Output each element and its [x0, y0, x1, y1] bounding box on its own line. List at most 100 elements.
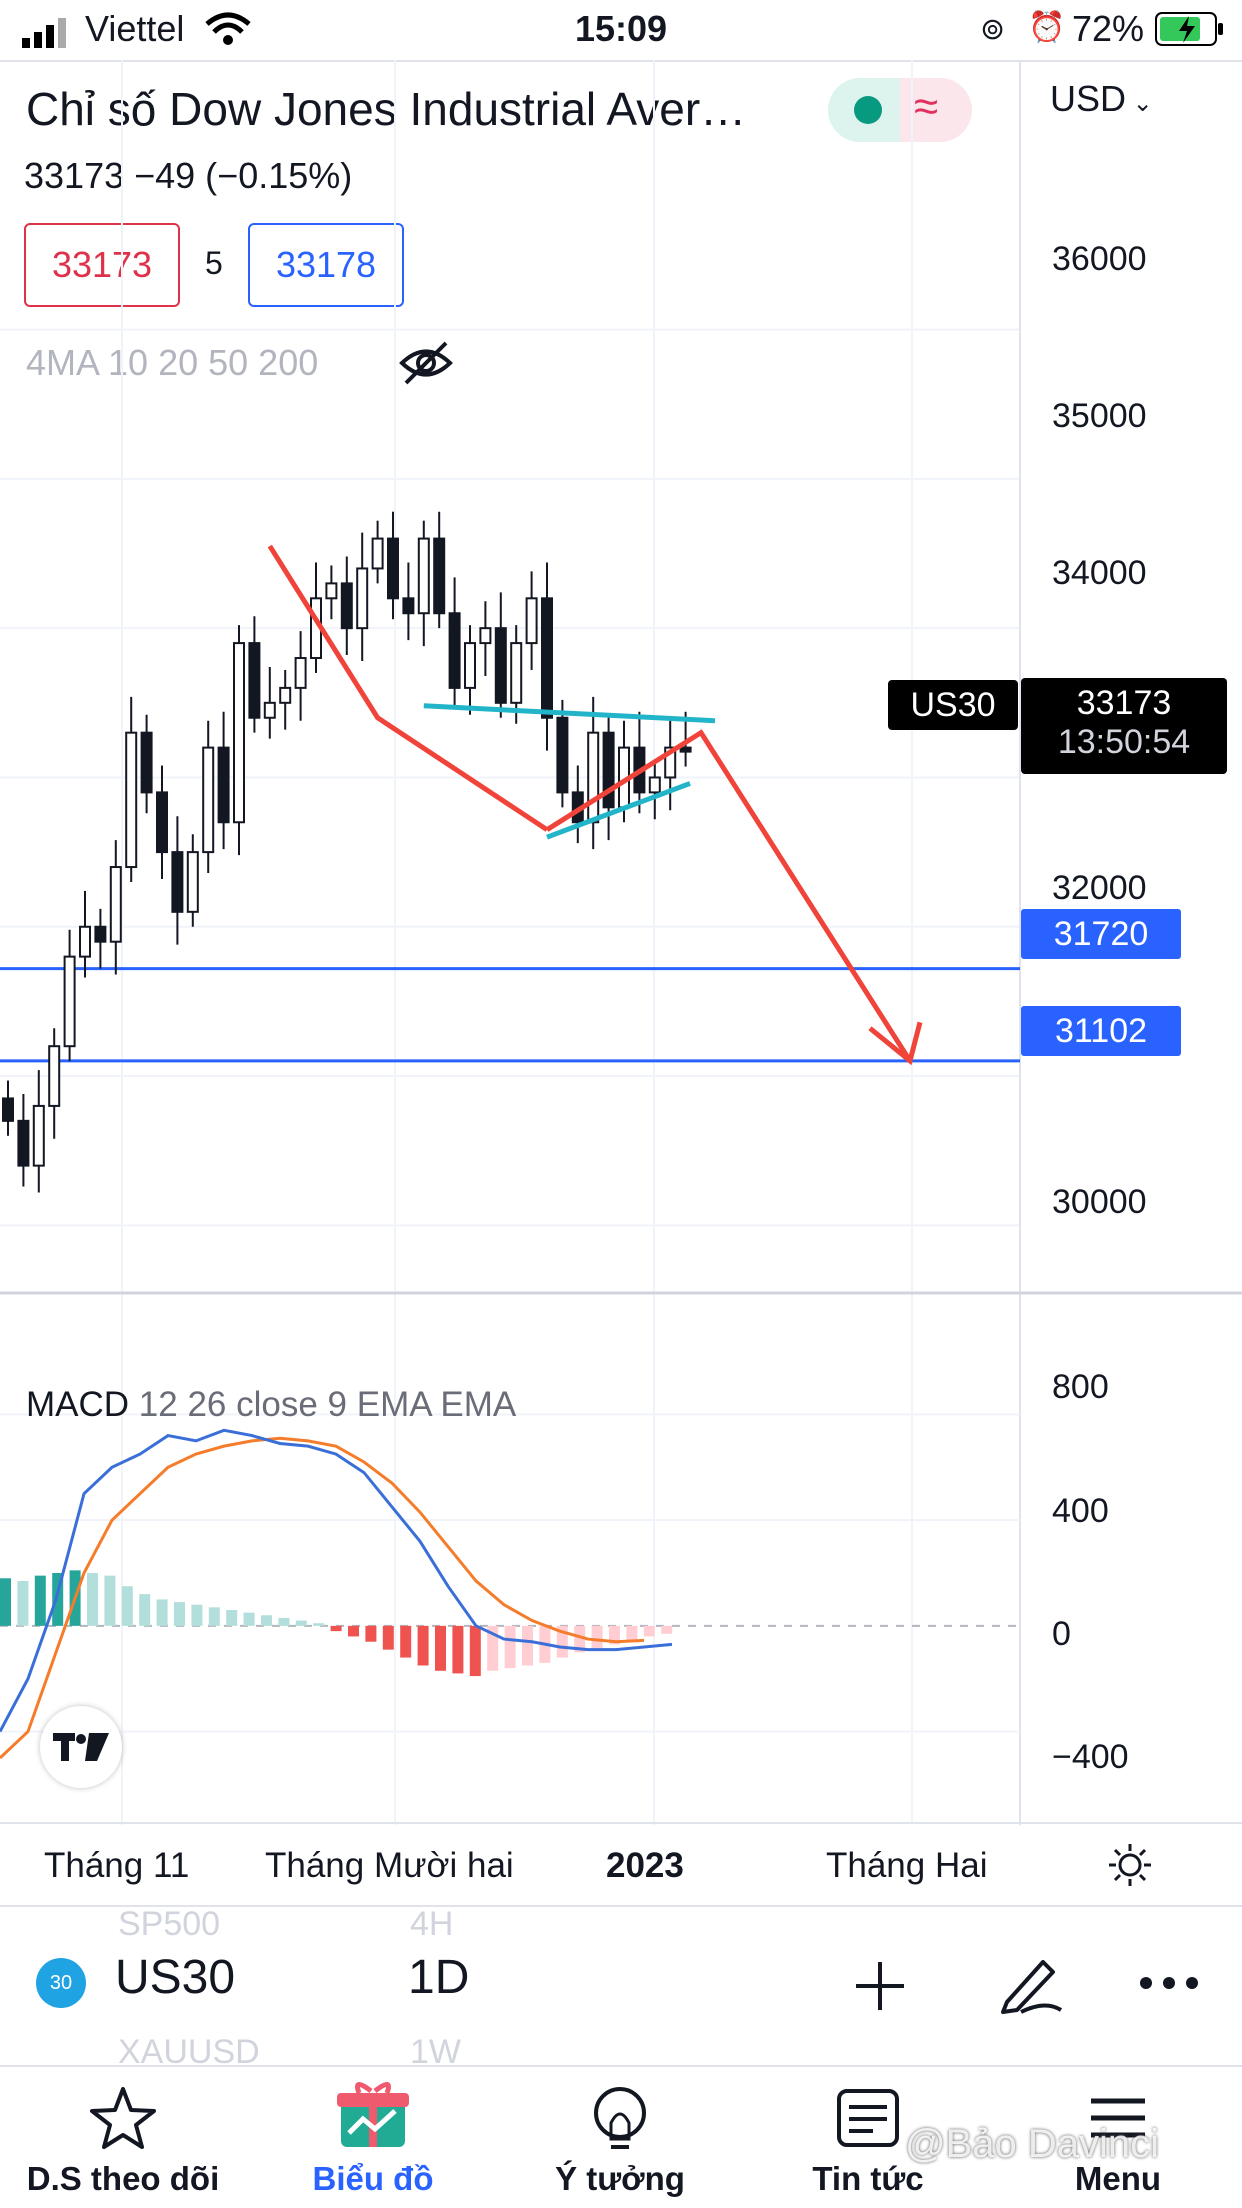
- macd-pane: [0, 1413, 1020, 1760]
- signal-icon: [22, 18, 66, 48]
- macd-histogram-bar: [139, 1594, 151, 1626]
- candlestick-series: [2, 511, 692, 1193]
- candle-body: [402, 597, 415, 615]
- prev-symbol[interactable]: SP500: [118, 1905, 221, 1943]
- nav-watchlist[interactable]: D.S theo dõi: [3, 2085, 243, 2197]
- clock: 15:09: [574, 8, 668, 49]
- battery-percent: 72%: [1072, 8, 1145, 49]
- symbol-price-tag: US30: [888, 680, 1018, 730]
- triangle-bottom-line: [546, 781, 691, 840]
- triangle-top-line: [423, 703, 716, 724]
- next-symbol[interactable]: XAUUSD: [118, 2033, 260, 2071]
- candle-body: [2, 1097, 14, 1122]
- alarm-icon: ⏰: [1028, 11, 1066, 44]
- candle-body: [664, 746, 677, 779]
- macd-histogram-bar: [174, 1602, 185, 1626]
- candle-body: [556, 716, 569, 794]
- candle-body: [186, 851, 199, 913]
- nav-news[interactable]: Tin tức: [748, 2085, 988, 2197]
- candle-body: [448, 612, 461, 689]
- price-axis-label: 32000: [1052, 869, 1147, 907]
- market-status-pill[interactable]: ≈: [828, 78, 972, 142]
- macd-histogram-bar: [208, 1607, 220, 1626]
- nav-label: D.S theo dõi: [26, 2160, 220, 2197]
- buy-button[interactable]: 33178: [248, 223, 404, 307]
- macd-histogram-bar: [504, 1625, 516, 1669]
- candle-body: [494, 627, 507, 704]
- arrow-head: [868, 1021, 923, 1066]
- symbol-title[interactable]: Chỉ số Dow Jones Industrial Aver…: [26, 83, 747, 135]
- macd-histogram-bar: [609, 1625, 620, 1645]
- symbol-badge: 30: [36, 1958, 86, 2008]
- drawing-tools-icon[interactable]: [995, 1950, 1065, 2016]
- nav-label: Ý tưởng: [555, 2160, 685, 2197]
- macd-histogram-bar: [643, 1625, 655, 1637]
- sell-button[interactable]: 33173: [24, 223, 180, 307]
- tradingview-logo[interactable]: [40, 1706, 122, 1788]
- signal-line: [0, 1436, 645, 1760]
- menu-icon: [1091, 2098, 1145, 2138]
- macd-axis-label: 0: [1052, 1615, 1071, 1653]
- candle-body: [464, 642, 476, 689]
- candle-body: [217, 746, 230, 824]
- macd-histogram-bar: [226, 1610, 238, 1626]
- candle-body: [202, 746, 215, 854]
- macd-histogram-bar: [400, 1625, 412, 1658]
- price-axis-label: 30000: [1052, 1183, 1147, 1221]
- macd-axis-label: −400: [1052, 1738, 1129, 1776]
- candle-body: [171, 851, 184, 913]
- macd-legend[interactable]: MACD 12 26 close 9 EMA EMA: [26, 1385, 516, 1425]
- tradingview-icon: [53, 1733, 109, 1761]
- currency-selector[interactable]: USD ⌄: [1050, 78, 1153, 120]
- candle-body: [587, 731, 600, 824]
- forecast-arrow: [545, 729, 913, 1063]
- level-tag[interactable]: 31720: [1021, 909, 1181, 959]
- candle-body: [125, 731, 138, 869]
- candle-body: [541, 597, 553, 719]
- macd-label: MACD: [26, 1385, 130, 1424]
- add-icon[interactable]: [852, 1958, 908, 2014]
- moving-average-legend[interactable]: 4MA 10 20 50 200: [26, 342, 319, 383]
- macd-histogram-bar: [487, 1625, 499, 1671]
- candle-body: [648, 776, 661, 794]
- macd-histogram-bar: [469, 1625, 481, 1677]
- candle-body: [340, 582, 353, 630]
- candle-body: [156, 791, 168, 854]
- price-chart[interactable]: [0, 60, 1242, 1830]
- level-tag[interactable]: 31102: [1021, 1006, 1181, 1056]
- delayed-data-icon: ≈: [914, 82, 939, 131]
- candle-body: [109, 866, 122, 943]
- candle-body: [263, 701, 276, 719]
- macd-histogram-bar: [435, 1625, 446, 1671]
- nav-ideas[interactable]: Ý tưởng: [500, 2085, 740, 2197]
- time-axis-label: Tháng 11: [44, 1846, 190, 1885]
- nav-chart[interactable]: Biểu đồ: [253, 2082, 493, 2197]
- rotation-lock-icon: ⊚: [980, 13, 1006, 46]
- price-axis-label: 35000: [1052, 397, 1147, 435]
- more-options-icon[interactable]: [1138, 1974, 1200, 1992]
- interval-selector[interactable]: 1D: [408, 1951, 470, 2004]
- macd-line: [0, 1428, 673, 1733]
- candle-body: [248, 642, 261, 719]
- symbol-selector[interactable]: US30: [115, 1951, 236, 2004]
- chart-settings-icon[interactable]: [1107, 1842, 1153, 1888]
- macd-histogram-bar: [348, 1625, 359, 1637]
- candle-body: [279, 686, 292, 704]
- candle-body: [510, 642, 523, 704]
- prev-interval[interactable]: 4H: [410, 1905, 454, 1943]
- price-axis-label: 36000: [1052, 240, 1147, 278]
- macd-histogram-bar: [121, 1586, 133, 1626]
- macd-histogram-bar: [52, 1573, 64, 1626]
- nav-menu[interactable]: Menu: [998, 2085, 1238, 2197]
- market-open-icon: [854, 96, 882, 124]
- macd-histogram-bar: [261, 1615, 272, 1626]
- macd-axis-label: 800: [1052, 1368, 1109, 1406]
- currency-label: USD: [1050, 78, 1127, 119]
- next-interval[interactable]: 1W: [410, 2033, 461, 2071]
- chevron-down-icon: ⌄: [1126, 90, 1153, 117]
- symbol-bar[interactable]: SP500 4H XAUUSD 1W: [0, 1905, 1242, 2071]
- macd-histogram-bar: [330, 1625, 342, 1632]
- hide-indicator-icon[interactable]: [398, 338, 454, 388]
- macd-histogram-bar: [626, 1625, 638, 1642]
- macd-histogram-bar: [313, 1623, 325, 1626]
